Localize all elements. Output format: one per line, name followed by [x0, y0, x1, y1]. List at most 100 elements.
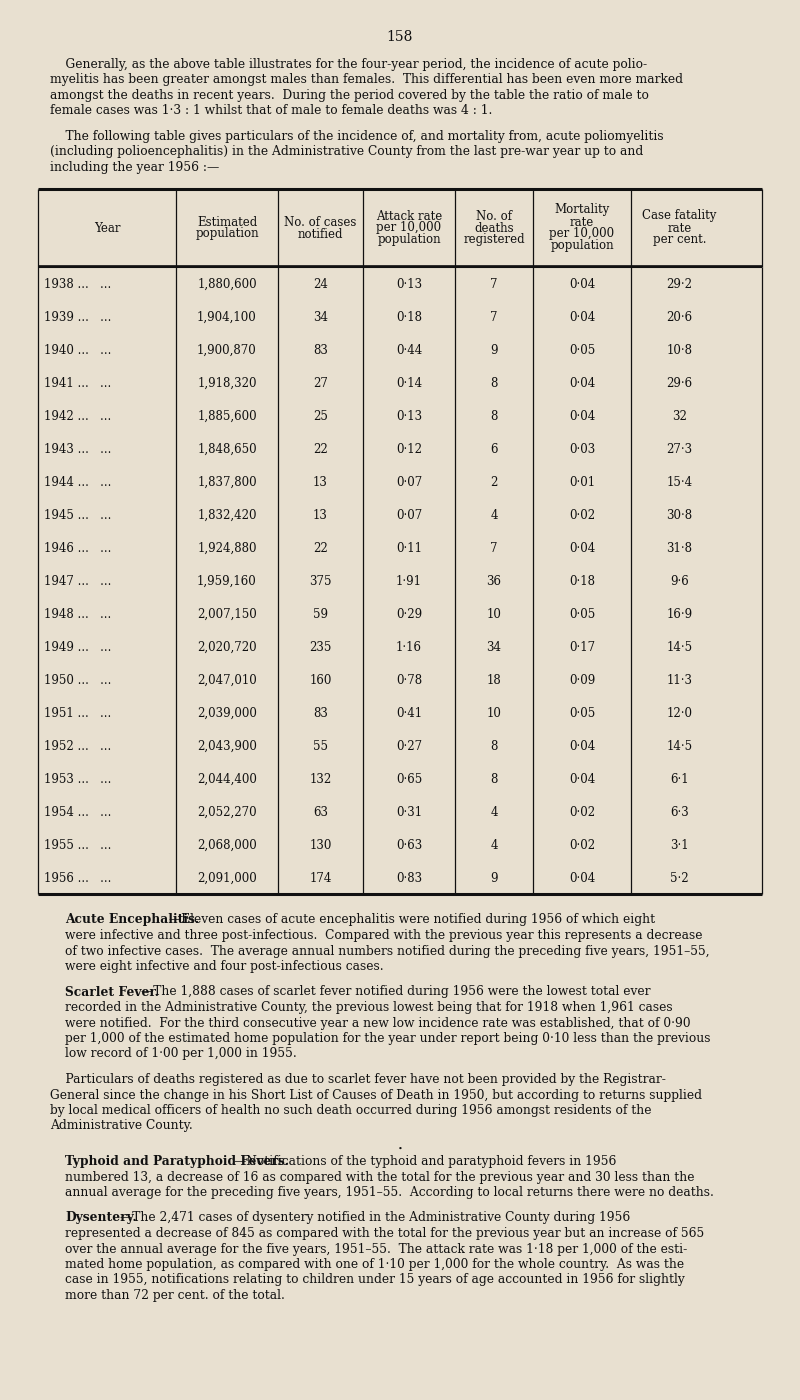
Text: 34: 34 [486, 641, 502, 654]
Text: myelitis has been greater amongst males than females.  This differential has bee: myelitis has been greater amongst males … [50, 73, 683, 87]
Text: 18: 18 [486, 673, 502, 687]
Text: 1,918,320: 1,918,320 [198, 377, 257, 391]
Text: 0·04: 0·04 [569, 542, 595, 554]
Text: 0·04: 0·04 [569, 377, 595, 391]
Text: over the annual average for the five years, 1951–55.  The attack rate was 1·18 p: over the annual average for the five yea… [65, 1243, 687, 1256]
Text: 1948 ...   ...: 1948 ... ... [44, 608, 111, 622]
Text: 34: 34 [313, 311, 328, 323]
Text: 0·07: 0·07 [396, 510, 422, 522]
Text: The following table gives particulars of the incidence of, and mortality from, a: The following table gives particulars of… [50, 130, 664, 143]
Text: 0·01: 0·01 [569, 476, 595, 489]
Text: Particulars of deaths registered as due to scarlet fever have not been provided : Particulars of deaths registered as due … [50, 1072, 666, 1086]
Text: 1,904,100: 1,904,100 [197, 311, 257, 323]
Text: low record of 1·00 per 1,000 in 1955.: low record of 1·00 per 1,000 in 1955. [65, 1047, 297, 1061]
Text: 9·6: 9·6 [670, 575, 689, 588]
Text: per 10,000: per 10,000 [550, 227, 614, 241]
Text: 2: 2 [490, 476, 498, 489]
Text: 0·04: 0·04 [569, 410, 595, 423]
Text: per 10,000: per 10,000 [377, 221, 442, 234]
Text: 1939 ...   ...: 1939 ... ... [44, 311, 111, 323]
Text: 27·3: 27·3 [666, 442, 693, 456]
Text: 0·18: 0·18 [396, 311, 422, 323]
Text: 25: 25 [313, 410, 328, 423]
Text: 2,020,720: 2,020,720 [197, 641, 257, 654]
Text: 1949 ...   ...: 1949 ... ... [44, 641, 111, 654]
Text: by local medical officers of health no such death occurred during 1956 amongst r: by local medical officers of health no s… [50, 1105, 651, 1117]
Text: 0·07: 0·07 [396, 476, 422, 489]
Text: 1940 ...   ...: 1940 ... ... [44, 344, 111, 357]
Text: 1955 ...   ...: 1955 ... ... [44, 839, 111, 853]
Text: 0·02: 0·02 [569, 510, 595, 522]
Text: 55: 55 [313, 741, 328, 753]
Text: 0·04: 0·04 [569, 773, 595, 785]
Text: 4: 4 [490, 839, 498, 853]
Text: 1946 ...   ...: 1946 ... ... [44, 542, 111, 554]
Text: 12·0: 12·0 [666, 707, 693, 720]
Text: 5·2: 5·2 [670, 872, 689, 885]
Text: Acute Encephalitis.: Acute Encephalitis. [65, 914, 199, 927]
Text: 2,091,000: 2,091,000 [197, 872, 257, 885]
Text: 36: 36 [486, 575, 502, 588]
Text: 0·44: 0·44 [396, 344, 422, 357]
Text: 0·83: 0·83 [396, 872, 422, 885]
Text: 1,832,420: 1,832,420 [198, 510, 257, 522]
Text: per 1,000 of the estimated home population for the year under report being 0·10 : per 1,000 of the estimated home populati… [65, 1032, 710, 1044]
Text: 11·3: 11·3 [666, 673, 693, 687]
Text: 6·3: 6·3 [670, 806, 689, 819]
Text: —Notifications of the typhoid and paratyphoid fevers in 1956: —Notifications of the typhoid and paraty… [234, 1155, 616, 1168]
Text: 1950 ...   ...: 1950 ... ... [44, 673, 111, 687]
Text: Administrative County.: Administrative County. [50, 1120, 193, 1133]
Text: 2,052,270: 2,052,270 [197, 806, 257, 819]
Text: 235: 235 [310, 641, 332, 654]
Text: 4: 4 [490, 510, 498, 522]
Text: 0·02: 0·02 [569, 806, 595, 819]
Text: 0·04: 0·04 [569, 872, 595, 885]
Text: 13: 13 [313, 510, 328, 522]
Text: rate: rate [570, 216, 594, 228]
Text: 22: 22 [313, 442, 328, 456]
Text: rate: rate [667, 221, 692, 234]
Text: 375: 375 [310, 575, 332, 588]
Text: amongst the deaths in recent years.  During the period covered by the table the : amongst the deaths in recent years. Duri… [50, 90, 649, 102]
Text: Attack rate: Attack rate [376, 210, 442, 223]
Text: female cases was 1·3 : 1 whilst that of male to female deaths was 4 : 1.: female cases was 1·3 : 1 whilst that of … [50, 105, 492, 118]
Text: 2,043,900: 2,043,900 [197, 741, 257, 753]
Text: 31·8: 31·8 [666, 542, 693, 554]
Text: were eight infective and four post-infectious cases.: were eight infective and four post-infec… [65, 960, 384, 973]
Text: 8: 8 [490, 377, 498, 391]
Text: Dysentery.: Dysentery. [65, 1211, 137, 1225]
Text: 22: 22 [313, 542, 328, 554]
Text: 16·9: 16·9 [666, 608, 693, 622]
Text: 2,007,150: 2,007,150 [197, 608, 257, 622]
Text: General since the change in his Short List of Causes of Death in 1950, but accor: General since the change in his Short Li… [50, 1089, 702, 1102]
Text: 30·8: 30·8 [666, 510, 693, 522]
Text: 1954 ...   ...: 1954 ... ... [44, 806, 111, 819]
Text: 130: 130 [310, 839, 332, 853]
Text: 3·1: 3·1 [670, 839, 689, 853]
Text: 10: 10 [486, 608, 502, 622]
Text: 0·02: 0·02 [569, 839, 595, 853]
Text: 2,068,000: 2,068,000 [197, 839, 257, 853]
Text: 1,837,800: 1,837,800 [197, 476, 257, 489]
Text: 1951 ...   ...: 1951 ... ... [44, 707, 111, 720]
Text: 29·2: 29·2 [666, 279, 693, 291]
Text: population: population [550, 239, 614, 252]
Text: 0·18: 0·18 [569, 575, 595, 588]
Text: 0·04: 0·04 [569, 279, 595, 291]
Text: 0·04: 0·04 [569, 741, 595, 753]
Text: 0·14: 0·14 [396, 377, 422, 391]
Text: population: population [377, 234, 441, 246]
Text: •: • [398, 1145, 402, 1154]
Text: 29·6: 29·6 [666, 377, 693, 391]
Text: 83: 83 [313, 344, 328, 357]
Text: (including polioencephalitis) in the Administrative County from the last pre-war: (including polioencephalitis) in the Adm… [50, 146, 643, 158]
Text: per cent.: per cent. [653, 234, 706, 246]
Text: Generally, as the above table illustrates for the four-year period, the incidenc: Generally, as the above table illustrate… [50, 57, 647, 71]
Text: 0·05: 0·05 [569, 707, 595, 720]
Text: 0·05: 0·05 [569, 344, 595, 357]
Text: 2,044,400: 2,044,400 [197, 773, 257, 785]
Text: 0·27: 0·27 [396, 741, 422, 753]
Text: numbered 13, a decrease of 16 as compared with the total for the previous year a: numbered 13, a decrease of 16 as compare… [65, 1170, 694, 1183]
Text: 9: 9 [490, 344, 498, 357]
Text: 59: 59 [313, 608, 328, 622]
